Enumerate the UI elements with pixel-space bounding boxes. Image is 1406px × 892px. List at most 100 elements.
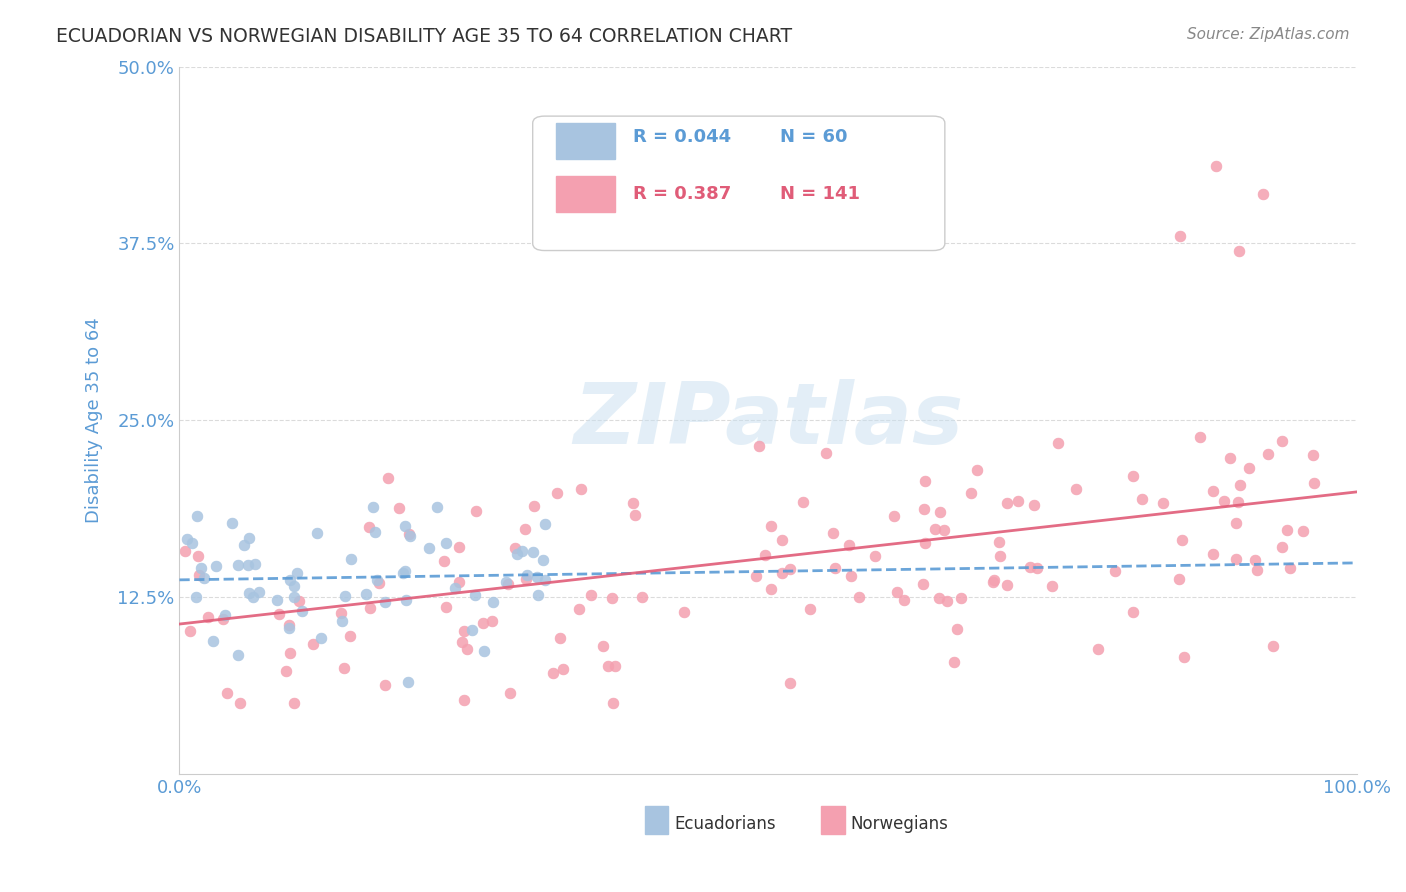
Point bbox=[914, 474, 936, 488]
Point bbox=[592, 639, 614, 653]
Point bbox=[1257, 447, 1279, 461]
Point bbox=[221, 516, 243, 530]
Point bbox=[359, 600, 381, 615]
Text: R = 0.387: R = 0.387 bbox=[633, 185, 731, 203]
Point bbox=[1064, 482, 1087, 496]
Point bbox=[396, 675, 419, 690]
Point bbox=[236, 558, 259, 573]
Point bbox=[960, 486, 983, 500]
Point bbox=[886, 585, 908, 599]
Point bbox=[472, 616, 495, 631]
Point bbox=[464, 504, 486, 518]
Point bbox=[226, 558, 249, 573]
Point bbox=[243, 557, 266, 571]
Point bbox=[523, 499, 546, 513]
Point bbox=[450, 635, 472, 649]
Point bbox=[1087, 641, 1109, 656]
Point bbox=[176, 532, 198, 546]
Point bbox=[447, 574, 470, 589]
Point bbox=[824, 560, 846, 574]
Point bbox=[966, 463, 988, 477]
Point bbox=[249, 585, 271, 599]
Point bbox=[1226, 495, 1249, 509]
Point bbox=[505, 547, 527, 561]
Point bbox=[1227, 244, 1250, 258]
Point bbox=[1213, 493, 1236, 508]
Point bbox=[242, 590, 264, 604]
Point bbox=[495, 575, 517, 590]
Point bbox=[186, 590, 208, 604]
Point bbox=[181, 536, 204, 550]
Point bbox=[444, 581, 467, 595]
Point bbox=[205, 558, 228, 573]
Point bbox=[1152, 496, 1174, 510]
Point bbox=[1168, 572, 1191, 586]
Point bbox=[364, 524, 387, 539]
Point bbox=[217, 686, 239, 700]
Point bbox=[1170, 229, 1192, 244]
Point bbox=[928, 591, 950, 605]
Point bbox=[229, 696, 252, 710]
Point bbox=[516, 567, 538, 582]
Point bbox=[779, 676, 801, 690]
Point bbox=[460, 623, 482, 637]
Point bbox=[267, 607, 290, 621]
Point bbox=[449, 540, 471, 554]
Point bbox=[418, 541, 440, 555]
Point bbox=[1251, 186, 1274, 201]
Point bbox=[472, 644, 495, 658]
Point bbox=[848, 590, 870, 604]
Point bbox=[307, 526, 329, 541]
Point bbox=[995, 496, 1018, 510]
Point bbox=[983, 573, 1005, 587]
Point bbox=[1201, 547, 1223, 561]
Bar bbox=[644, 805, 668, 834]
Point bbox=[399, 529, 422, 543]
Point bbox=[533, 574, 555, 588]
Point bbox=[1122, 605, 1144, 619]
Point bbox=[779, 561, 801, 575]
Point bbox=[596, 659, 619, 673]
Point bbox=[339, 629, 361, 643]
Point bbox=[186, 508, 208, 523]
Point bbox=[1026, 561, 1049, 575]
Point bbox=[865, 549, 887, 563]
Point bbox=[394, 564, 416, 578]
Point bbox=[883, 509, 905, 524]
Point bbox=[981, 574, 1004, 589]
Point bbox=[754, 548, 776, 562]
Point bbox=[357, 519, 380, 533]
Point bbox=[1205, 159, 1227, 173]
Point bbox=[792, 495, 814, 509]
Point bbox=[945, 623, 967, 637]
Text: Ecuadorians: Ecuadorians bbox=[673, 814, 776, 832]
Point bbox=[1225, 551, 1247, 566]
Point bbox=[1292, 524, 1315, 538]
Point bbox=[1170, 533, 1192, 547]
Point bbox=[1237, 460, 1260, 475]
Point bbox=[302, 636, 325, 650]
Point bbox=[526, 570, 548, 584]
Text: Source: ZipAtlas.com: Source: ZipAtlas.com bbox=[1187, 27, 1350, 42]
Point bbox=[761, 582, 783, 596]
Text: N = 60: N = 60 bbox=[780, 128, 848, 146]
Point bbox=[1201, 483, 1223, 498]
Point bbox=[278, 646, 301, 660]
Point bbox=[1271, 434, 1294, 449]
Point bbox=[1130, 492, 1153, 507]
Point bbox=[1219, 450, 1241, 465]
Point bbox=[1040, 579, 1063, 593]
Point bbox=[464, 588, 486, 602]
Point bbox=[179, 624, 201, 639]
Point bbox=[278, 574, 301, 588]
Point bbox=[361, 500, 384, 515]
Text: Norwegians: Norwegians bbox=[851, 814, 949, 832]
Point bbox=[568, 602, 591, 616]
Point bbox=[1243, 552, 1265, 566]
Point bbox=[197, 609, 219, 624]
Point bbox=[1225, 516, 1247, 530]
Point bbox=[481, 615, 503, 629]
Point bbox=[1189, 430, 1212, 444]
Point bbox=[187, 549, 209, 563]
Point bbox=[1286, 31, 1309, 45]
